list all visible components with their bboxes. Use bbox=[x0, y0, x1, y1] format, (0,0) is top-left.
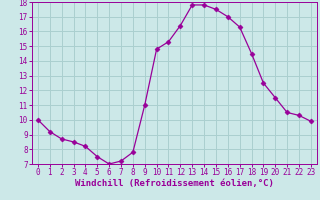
X-axis label: Windchill (Refroidissement éolien,°C): Windchill (Refroidissement éolien,°C) bbox=[75, 179, 274, 188]
